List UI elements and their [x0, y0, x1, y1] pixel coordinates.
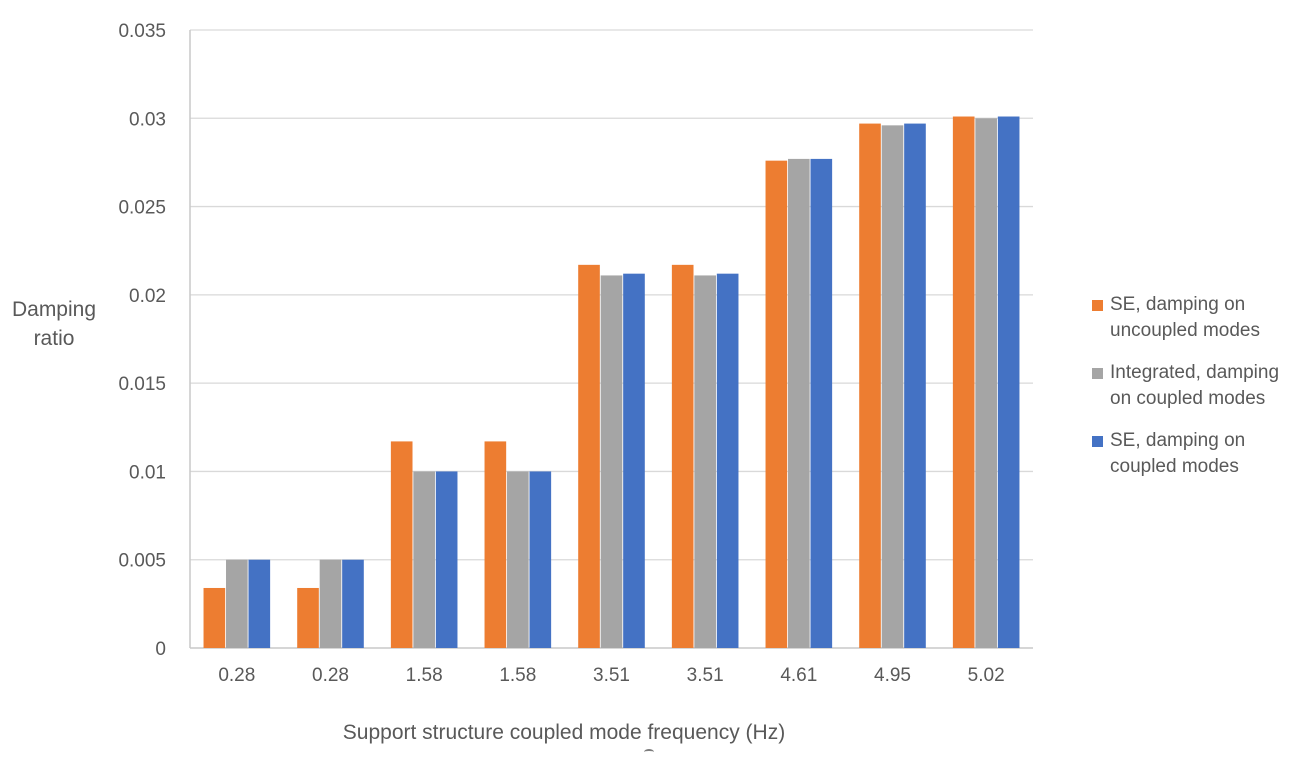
x-category-label: 3.51: [687, 665, 724, 686]
bar-series1-cat8: [975, 118, 997, 649]
cropped-caption-glyph: [644, 749, 654, 754]
bar-series2-cat1: [342, 559, 364, 648]
bar-series0-cat8: [952, 116, 975, 648]
bar-series0-cat2: [390, 441, 413, 648]
bar-series2-cat0: [248, 559, 271, 648]
bar-series1-cat5: [694, 275, 716, 648]
y-axis-title-line1: Damping: [11, 298, 97, 321]
bar-series0-cat7: [859, 123, 881, 648]
legend-label-se-coupled: SE, damping on coupled modes: [1110, 430, 1246, 477]
y-tick-label: 0.03: [129, 109, 166, 130]
bar-series0-cat0: [203, 587, 226, 648]
bar-series2-cat8: [997, 116, 1020, 648]
y-axis-title: Damping ratio: [6, 295, 102, 353]
x-category-label: 0.28: [312, 665, 349, 686]
bar-series2-cat6: [810, 158, 833, 648]
bar-series1-cat7: [881, 125, 904, 649]
bar-series1-cat4: [600, 275, 623, 648]
y-tick-label: 0: [155, 639, 166, 660]
x-category-label: 1.58: [406, 665, 443, 686]
bar-series2-cat5: [716, 273, 739, 648]
bar-series1-cat3: [507, 471, 529, 648]
bar-series1-cat2: [413, 471, 435, 648]
y-tick-label: 0.01: [129, 462, 166, 483]
x-category-label: 4.95: [874, 665, 911, 686]
x-category-label: 4.61: [780, 665, 817, 686]
legend: SE, damping on uncoupled modes Integrate…: [1092, 292, 1296, 480]
legend-item-integrated-coupled: Integrated, damping on coupled modes: [1092, 360, 1296, 412]
bar-series0-cat6: [765, 160, 788, 648]
bar-series2-cat2: [435, 471, 458, 648]
legend-label-integrated-coupled: Integrated, damping on coupled modes: [1110, 362, 1280, 409]
legend-swatch-blue-icon: [1092, 436, 1103, 447]
bar-series0-cat5: [671, 264, 694, 648]
legend-swatch-gray-icon: [1092, 368, 1103, 379]
legend-swatch-orange-icon: [1092, 300, 1103, 311]
y-tick-label: 0.005: [118, 551, 166, 572]
bar-series2-cat4: [623, 273, 645, 648]
y-tick-label: 0.015: [118, 374, 166, 395]
legend-label-se-uncoupled: SE, damping on uncoupled modes: [1110, 294, 1260, 341]
x-category-label: 3.51: [593, 665, 630, 686]
y-tick-label: 0.025: [118, 198, 166, 219]
bar-series0-cat4: [578, 264, 600, 648]
y-tick-label: 0.035: [118, 21, 166, 42]
legend-item-se-uncoupled: SE, damping on uncoupled modes: [1092, 292, 1296, 344]
bar-series1-cat6: [788, 158, 810, 648]
bar-series2-cat7: [904, 123, 926, 648]
bar-series1-cat0: [226, 559, 248, 648]
bar-series2-cat3: [529, 471, 552, 648]
bar-series0-cat1: [297, 587, 319, 648]
y-axis-title-line2: ratio: [33, 327, 75, 350]
x-category-label: 5.02: [968, 665, 1005, 686]
legend-item-se-coupled: SE, damping on coupled modes: [1092, 428, 1296, 480]
x-category-label: 0.28: [218, 665, 255, 686]
y-tick-label: 0.02: [129, 286, 166, 307]
x-category-label: 1.58: [499, 665, 536, 686]
bar-series0-cat3: [484, 441, 507, 648]
x-axis-title: Support structure coupled mode frequency…: [342, 721, 786, 744]
bar-series1-cat1: [319, 559, 342, 648]
